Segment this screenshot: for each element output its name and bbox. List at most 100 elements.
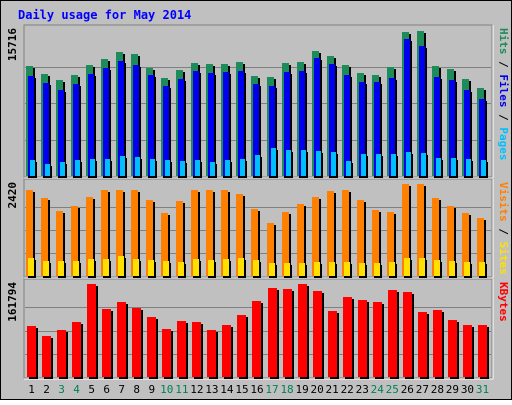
- bar-files: [389, 78, 397, 178]
- bar-pages: [165, 160, 172, 178]
- bar-visits-face: [236, 194, 243, 276]
- bar-pages: [421, 153, 428, 178]
- panel-hits-day-25: [387, 67, 398, 178]
- bar-pages-face: [135, 157, 140, 176]
- bar-kbytes-face: [283, 289, 292, 377]
- bar-visits-face: [402, 184, 409, 276]
- bar-sites-face: [449, 261, 455, 276]
- bar-kbytes-face: [207, 330, 216, 377]
- bar-sites: [88, 259, 96, 278]
- bar-sites: [374, 263, 382, 278]
- bar-visits-face: [357, 200, 364, 276]
- bar-sites: [404, 258, 412, 278]
- bar-visits: [86, 197, 95, 278]
- bar-sites: [253, 260, 261, 278]
- bar-kbytes: [117, 302, 128, 379]
- bar-kbytes: [298, 284, 309, 379]
- bar-kbytes: [388, 290, 399, 379]
- bar-files: [464, 90, 472, 178]
- bar-files: [253, 84, 261, 178]
- bar-visits-face: [56, 211, 63, 276]
- bar-files-face: [163, 86, 169, 176]
- bar-sites-face: [58, 261, 64, 276]
- x-tick-label-day-21: 21: [326, 383, 339, 396]
- bar-pages-face: [361, 154, 366, 176]
- bar-kbytes: [478, 325, 489, 379]
- bar-visits: [251, 209, 260, 278]
- bar-sites-face: [314, 262, 320, 276]
- bar-visits-face: [342, 190, 349, 276]
- x-axis-labels: 1 2 3 4 5 6 7 8 9 10 11 12 13 14 15 16 17 18 19 20 21 22 23 24 2…: [28, 383, 489, 396]
- bar-kbytes-face: [343, 297, 352, 377]
- bar-kbytes-face: [147, 317, 156, 377]
- bar-visits-face: [131, 190, 138, 276]
- chart-title: Daily usage for May 2014: [18, 8, 191, 22]
- bar-files: [133, 65, 141, 178]
- panel-hits-day-19: [297, 62, 308, 178]
- bar-kbytes: [87, 284, 98, 379]
- bar-visits-face: [161, 213, 168, 276]
- bar-kbytes-face: [102, 309, 111, 377]
- panel-kbytes-day-5: [87, 284, 98, 379]
- panel-visits-day-11: [176, 201, 186, 278]
- bar-files-face: [314, 58, 320, 176]
- bar-sites: [389, 262, 397, 278]
- bar-sites-face: [223, 259, 229, 276]
- bar-kbytes-face: [313, 291, 322, 377]
- bar-kbytes-face: [448, 320, 457, 377]
- bar-files-face: [118, 61, 124, 176]
- bar-visits-face: [417, 184, 424, 276]
- bar-kbytes: [343, 297, 354, 379]
- bar-files: [479, 99, 487, 178]
- bar-visits: [342, 190, 351, 278]
- bar-pages: [135, 157, 142, 178]
- bar-pages: [286, 150, 293, 178]
- legend-entry-pages: Pages: [497, 127, 510, 160]
- bar-visits-face: [327, 191, 334, 276]
- x-tick-label-day-7: 7: [118, 383, 125, 396]
- x-tick-label-day-11: 11: [175, 383, 188, 396]
- panel-hits-day-18: [282, 63, 293, 178]
- bar-pages: [255, 155, 262, 178]
- panel-visits-day-31: [477, 218, 487, 278]
- bar-files: [193, 71, 201, 178]
- panel-visits-day-2: [41, 198, 51, 278]
- panel-visits-day-24: [372, 210, 382, 278]
- bar-visits-face: [146, 200, 153, 276]
- bar-visits-face: [116, 190, 123, 276]
- bar-pages: [301, 150, 308, 178]
- panel-visits-day-14: [221, 190, 231, 278]
- bar-sites-face: [193, 259, 199, 276]
- bar-pages-face: [225, 160, 230, 176]
- bar-visits: [477, 218, 486, 278]
- panel-kbytes-day-23: [358, 300, 369, 379]
- bar-pages-face: [30, 160, 35, 176]
- bar-pages-face: [271, 148, 276, 176]
- bar-visits: [282, 212, 291, 278]
- panel-hits-day-28: [432, 66, 443, 178]
- bar-sites-face: [404, 258, 410, 276]
- panel-visits-day-5: [86, 197, 96, 278]
- x-tick-label-day-3: 3: [58, 383, 65, 396]
- bar-pages: [436, 158, 443, 178]
- panel-hits-day-31: [477, 88, 488, 178]
- panel-kbytes-day-19: [298, 284, 309, 379]
- panel-visits-day-28: [432, 198, 442, 278]
- bar-visits: [402, 184, 411, 278]
- bar-visits-face: [176, 201, 183, 276]
- panel-visits-day-26: [402, 184, 412, 278]
- x-tick-label-day-16: 16: [250, 383, 263, 396]
- bar-sites: [419, 258, 427, 278]
- panel-hits-day-14: [221, 64, 232, 178]
- bar-files: [208, 73, 216, 178]
- bar-kbytes-face: [222, 325, 231, 377]
- x-tick-label-day-12: 12: [190, 383, 203, 396]
- panel-kbytes-day-7: [117, 302, 128, 379]
- bar-files: [58, 90, 66, 178]
- bar-kbytes-face: [388, 290, 397, 377]
- bar-pages-face: [60, 162, 65, 176]
- bar-visits: [101, 190, 110, 278]
- panel-visits-day-1: [26, 190, 36, 278]
- bar-kbytes-face: [57, 330, 66, 377]
- panel-kbytes-max-label: 161794: [6, 282, 19, 322]
